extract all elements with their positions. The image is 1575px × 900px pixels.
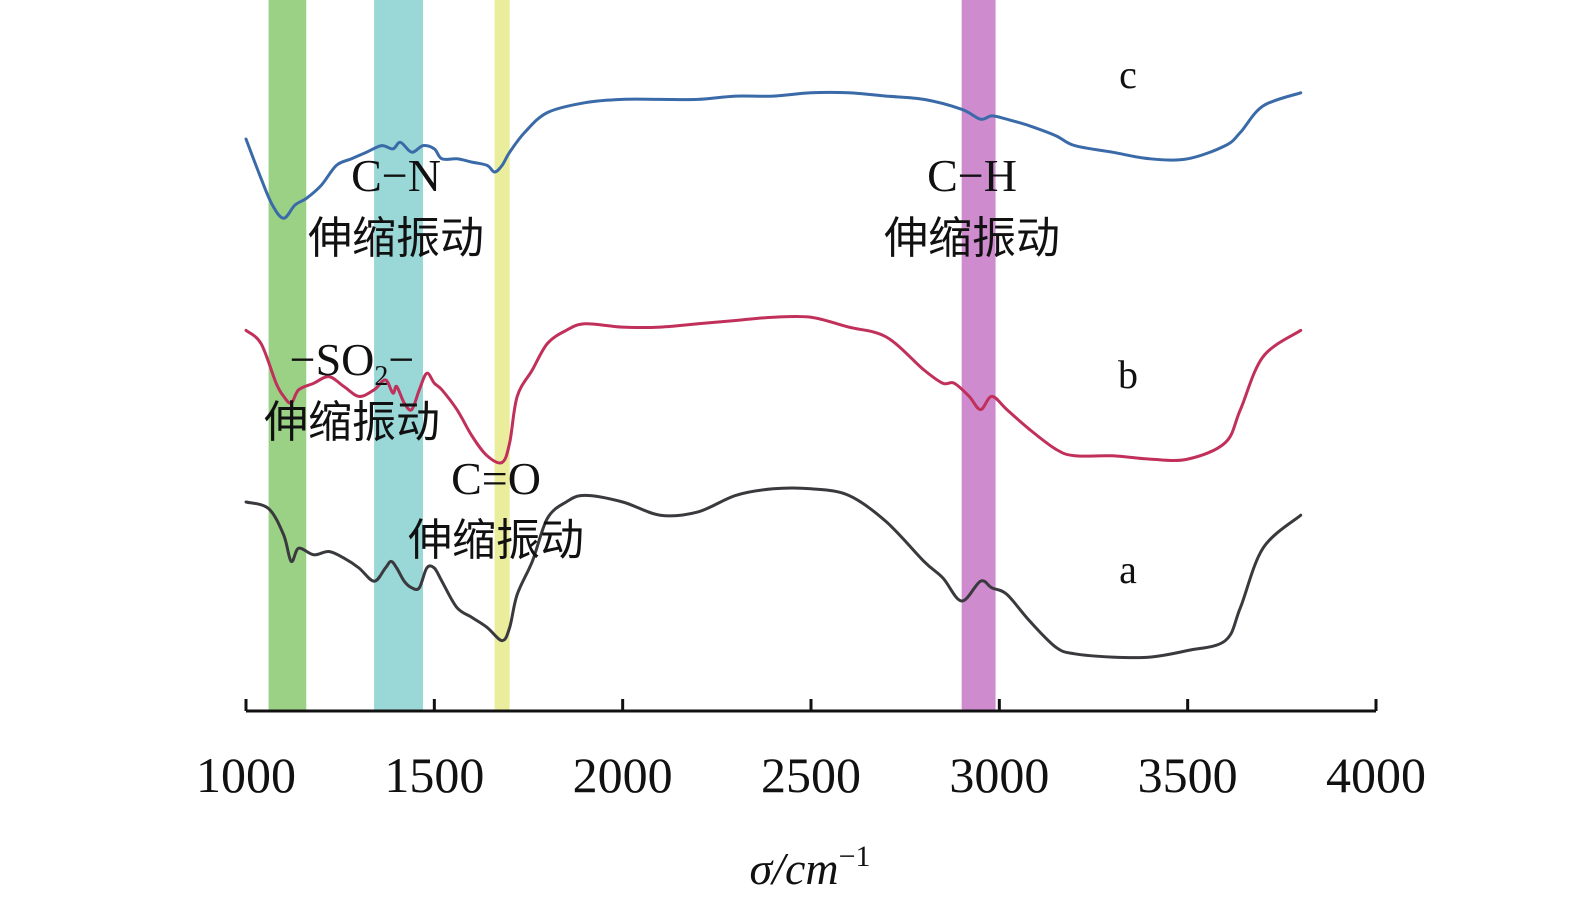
annotation-so2-text: 伸缩振动 [264,397,440,448]
annotation-so2-subscript: 2 [374,361,388,392]
series-line-a [244,486,1303,660]
x-axis-title-text: σ/cm [749,843,838,894]
annotation-so2: −SO2− 伸缩振动 [264,334,440,448]
series-layer [244,90,1303,660]
x-axis-title: σ/cm−1 [749,840,870,894]
x-ticks: 1000 1500 2000 2500 3000 3500 4000 [196,699,1426,803]
x-tick-label-2000: 2000 [573,747,673,803]
annotation-co: C=O 伸缩振动 [408,453,584,566]
x-tick-label-3000: 3000 [949,747,1049,803]
annotation-cn: C−N 伸缩振动 [308,150,484,264]
annotation-cn-text: 伸缩振动 [308,213,484,264]
series-label-b: b [1118,352,1138,397]
x-axis-title-superscript: −1 [839,840,871,873]
series-label-a: a [1119,547,1137,592]
annotation-ch-formula: C−H [927,150,1017,201]
series-line-c [244,90,1303,220]
annotation-ch: C−H 伸缩振动 [884,150,1060,264]
bands-layer [268,0,996,711]
highlight-band-3 [494,0,510,711]
highlight-band-4 [961,0,996,711]
x-tick-label-1500: 1500 [384,747,484,803]
highlight-band-2 [374,0,424,711]
series-line-b [244,314,1303,465]
annotation-so2-formula-tail: − [388,334,414,385]
annotation-co-text: 伸缩振动 [408,515,584,566]
annotation-so2-formula: −SO2− [290,334,415,392]
series-label-c: c [1119,52,1137,97]
highlight-band-1 [268,0,307,711]
x-tick-label-1000: 1000 [196,747,296,803]
annotation-so2-formula-main: −SO [290,334,375,385]
annotation-cn-formula: C−N [351,150,441,201]
x-tick-label-4000: 4000 [1326,747,1426,803]
annotation-co-formula: C=O [451,453,541,504]
x-tick-label-2500: 2500 [761,747,861,803]
x-tick-label-3500: 3500 [1138,747,1238,803]
annotation-ch-text: 伸缩振动 [884,213,1060,264]
